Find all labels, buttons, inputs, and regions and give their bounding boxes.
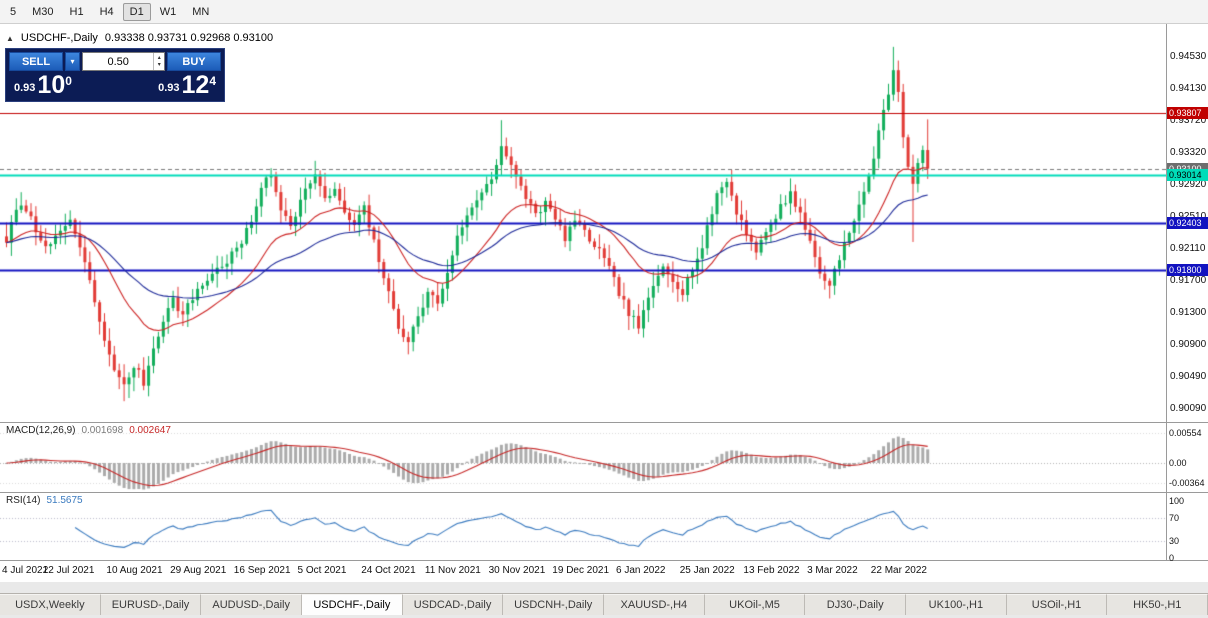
panel-separator — [0, 560, 1208, 561]
chart-tab-usdchf[interactable]: USDCHF-,Daily — [302, 594, 403, 615]
collapse-icon[interactable]: ▲ — [6, 33, 14, 43]
chart-title: ▲ USDCHF-,Daily 0.93338 0.93731 0.92968 … — [6, 32, 273, 44]
date-axis-label: 3 Mar 2022 — [807, 565, 858, 576]
timeframe-toolbar: 5 M30 H1 H4 D1 W1 MN — [0, 0, 1208, 24]
timeframe-button-h4[interactable]: H4 — [93, 3, 121, 21]
chart-tab-audusd[interactable]: AUDUSD-,Daily — [201, 594, 303, 615]
chart-tab-dj30[interactable]: DJ30-,Daily — [805, 594, 907, 615]
indicator-axis-label: 0.00554 — [1169, 428, 1202, 438]
date-axis-label: 5 Oct 2021 — [297, 565, 347, 576]
chevron-down-icon: ▾ — [70, 57, 75, 66]
volume-input[interactable] — [83, 53, 154, 70]
price-tick-label: 0.91700 — [1170, 275, 1207, 286]
rsi-label: RSI(14) 51.5675 — [6, 495, 83, 506]
chart-tab-xauusd[interactable]: XAUUSD-,H4 — [604, 594, 705, 615]
chart-tab-eurusd[interactable]: EURUSD-,Daily — [100, 594, 202, 615]
chart-tab-uk100[interactable]: UK100-,H1 — [906, 594, 1007, 615]
buy-price[interactable]: 0.93 12 4 — [158, 72, 216, 98]
chart-tabs-bar: USDX,Weekly EURUSD-,Daily AUDUSD-,Daily USD… — [0, 593, 1208, 615]
macd-name: MACD(12,26,9) — [6, 425, 76, 436]
sell-price-base: 0.93 — [14, 82, 36, 94]
price-tick-label: 0.92920 — [1170, 179, 1207, 190]
timeframe-button-m30[interactable]: M30 — [25, 3, 60, 21]
price-tick-label: 0.93320 — [1170, 147, 1207, 158]
chart-window: ▲ USDCHF-,Daily 0.93338 0.93731 0.92968 … — [0, 24, 1208, 582]
buy-price-base: 0.93 — [158, 82, 180, 94]
date-axis-label: 30 Nov 2021 — [488, 565, 546, 576]
buy-price-point: 4 — [209, 74, 216, 88]
date-axis-label: 19 Dec 2021 — [552, 565, 610, 576]
macd-indicator-canvas[interactable] — [0, 422, 1166, 492]
price-tick-label: 0.94530 — [1170, 51, 1207, 62]
timeframe-button-h1[interactable]: H1 — [63, 3, 91, 21]
date-axis-label: 16 Sep 2021 — [233, 565, 291, 576]
date-axis-label: 22 Jul 2021 — [42, 565, 95, 576]
date-axis-label: 11 Nov 2021 — [424, 565, 481, 576]
buy-button[interactable]: BUY — [167, 52, 221, 71]
chart-tab-usdx[interactable]: USDX,Weekly — [0, 594, 101, 615]
date-axis-label: 25 Jan 2022 — [679, 565, 735, 576]
price-tick-label: 0.92110 — [1170, 243, 1206, 254]
price-tick-label: 0.92510 — [1170, 211, 1206, 222]
volume-stepper: ▴▾ — [82, 52, 165, 71]
timeframe-button-mn[interactable]: MN — [185, 3, 216, 21]
price-tick-label: 0.91300 — [1170, 307, 1207, 318]
indicator-axis-label: 30 — [1169, 536, 1180, 546]
timeframe-button-w1[interactable]: W1 — [153, 3, 184, 21]
date-axis-label: 4 Jul 2021 — [2, 565, 49, 576]
panel-separator — [0, 422, 1208, 423]
sell-button[interactable]: SELL — [9, 52, 63, 71]
rsi-value: 51.5675 — [46, 495, 83, 506]
ohlc-values: 0.93338 0.93731 0.92968 0.93100 — [104, 32, 274, 44]
sell-price-point: 0 — [65, 74, 72, 88]
macd-main-value: 0.001698 — [81, 425, 124, 436]
hline-price-label: 0.93014 — [1167, 169, 1208, 181]
chart-tab-usdcad[interactable]: USDCAD-,Daily — [402, 594, 504, 615]
panel-separator — [0, 492, 1208, 493]
chart-symbol-period: USDCHF-,Daily — [20, 32, 98, 44]
time-axis: 4 Jul 2021 22 Jul 2021 10 Aug 2021 29 Aug 2… — [0, 561, 1166, 582]
timeframe-button-d1[interactable]: D1 — [122, 2, 151, 21]
chart-tab-usdcnh[interactable]: USDCNH-,Daily — [503, 594, 605, 615]
date-axis-label: 13 Feb 2022 — [743, 565, 800, 576]
date-axis-label: 24 Oct 2021 — [361, 565, 416, 576]
spinner-down-icon[interactable]: ▾ — [157, 61, 161, 68]
price-tick-label: 0.90900 — [1170, 339, 1207, 350]
hline-price-label: 0.91800 — [1167, 264, 1208, 276]
price-tick-label: 0.94130 — [1170, 83, 1207, 94]
date-axis-label: 22 Mar 2022 — [870, 565, 927, 576]
chart-tab-hk50[interactable]: HK50-,H1 — [1107, 594, 1208, 615]
date-axis-label: 10 Aug 2021 — [106, 565, 163, 576]
date-axis-label: 6 Jan 2022 — [616, 565, 666, 576]
price-tick-label: 0.90490 — [1170, 371, 1207, 382]
price-tick-label: 0.90090 — [1170, 403, 1207, 414]
sell-price[interactable]: 0.93 10 0 — [14, 72, 72, 98]
rsi-name: RSI(14) — [6, 495, 41, 506]
macd-signal-value: 0.002647 — [129, 425, 171, 436]
volume-spinner[interactable]: ▴ ▾ — [153, 53, 164, 70]
timeframe-button-5[interactable]: 5 — [3, 3, 23, 21]
indicator-axis-label: -0.00364 — [1169, 478, 1205, 488]
indicator-axis-label: 0.00 — [1169, 458, 1187, 468]
indicator-axis-label: 70 — [1169, 513, 1180, 523]
spinner-up-icon[interactable]: ▴ — [157, 54, 161, 61]
macd-label: MACD(12,26,9) 0.001698 0.002647 — [6, 425, 171, 436]
order-type-dropdown[interactable]: ▾ — [65, 52, 80, 71]
indicator-axis-label: 0 — [1169, 553, 1175, 563]
hline-price-label: 0.93807 — [1167, 107, 1208, 119]
rsi-indicator-canvas[interactable] — [0, 492, 1166, 560]
chart-tab-ukoil[interactable]: UKOil-,M5 — [704, 594, 806, 615]
chart-tab-usoil[interactable]: USOil-,H1 — [1006, 594, 1108, 615]
sell-price-pips: 10 — [37, 71, 66, 99]
indicator-axis-label: 100 — [1169, 496, 1185, 506]
price-tick-label: 0.93720 — [1170, 115, 1207, 126]
buy-price-pips: 12 — [181, 71, 210, 99]
date-axis-label: 29 Aug 2021 — [170, 565, 227, 576]
hline-price-label: 0.92403 — [1167, 217, 1208, 229]
